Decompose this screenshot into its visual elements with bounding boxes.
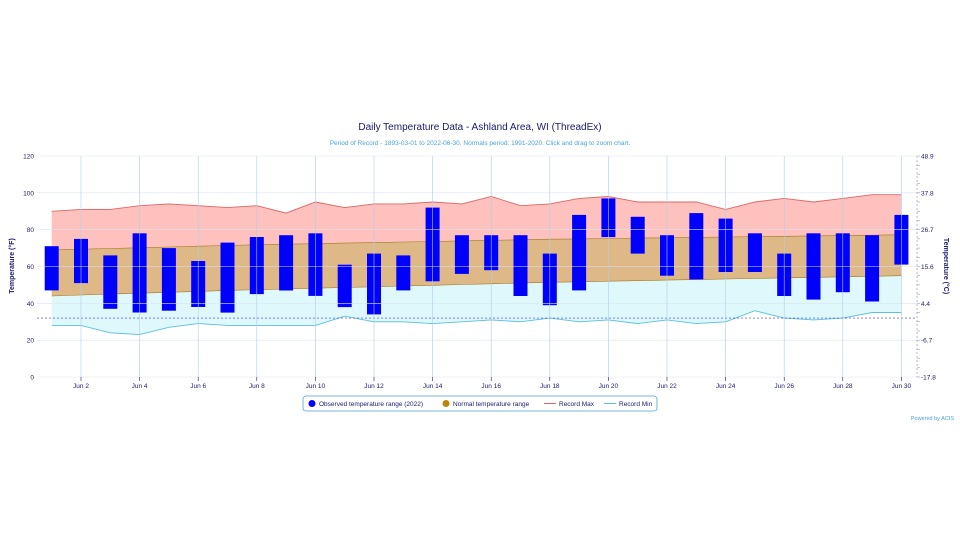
y2-axis-title: Temperature (°C) — [942, 238, 950, 294]
y2-tick-label: 48.9 — [921, 154, 934, 161]
observed-range-bar[interactable] — [220, 242, 235, 313]
x-tick-label: Jun 4 — [132, 383, 148, 390]
observed-range-bar[interactable] — [396, 255, 411, 291]
legend-observed-label: Observed temperature range (2022) — [319, 401, 423, 408]
x-tick-label: Jun 28 — [833, 383, 853, 390]
x-tick-label: Jun 8 — [249, 383, 265, 390]
record-min-band — [51, 275, 902, 335]
y-axis-title: Temperature (°F) — [8, 238, 16, 294]
observed-range-bar[interactable] — [44, 246, 59, 291]
legend-item-observed[interactable]: Observed temperature range (2022) — [308, 400, 424, 408]
legend-item-record-max[interactable]: Record Max — [544, 401, 595, 408]
observed-range-bar[interactable] — [337, 264, 352, 308]
observed-range-bar[interactable] — [161, 248, 176, 311]
x-tick-label: Jun 24 — [716, 383, 736, 390]
x-tick-label: Jun 10 — [306, 383, 326, 390]
normal-range-band — [51, 234, 902, 296]
observed-range-bar[interactable] — [630, 216, 645, 254]
x-tick-label: Jun 22 — [657, 383, 677, 390]
legend-record-min-label: Record Min — [619, 401, 653, 408]
x-tick-label: Jun 16 — [481, 383, 501, 390]
observed-range-bar[interactable] — [689, 213, 704, 280]
y2-tick-label: 26.7 — [921, 227, 934, 234]
observed-range-bar[interactable] — [454, 235, 469, 274]
y2-tick-label: 4.4 — [921, 301, 930, 308]
legend-observed-marker — [308, 400, 316, 407]
credits-link[interactable]: Powered by ACIS — [911, 416, 954, 422]
y-tick-label: 40 — [27, 301, 35, 308]
x-tick-label: Jun 18 — [540, 383, 560, 390]
y-tick-label: 120 — [23, 154, 34, 161]
legend-normal-marker — [442, 400, 450, 407]
observed-range-bar[interactable] — [513, 235, 528, 296]
x-tick-label: Jun 20 — [599, 383, 619, 390]
legend-record-max-label: Record Max — [559, 401, 595, 408]
y-tick-label: 80 — [27, 227, 35, 234]
y2-tick-label: 37.8 — [921, 190, 934, 197]
observed-range-bar[interactable] — [103, 255, 118, 309]
record-max-line — [51, 194, 902, 214]
legend-item-normal[interactable]: Normal temperature range — [442, 400, 530, 408]
legend-box — [302, 395, 658, 412]
chart-title: Daily Temperature Data - Ashland Area, W… — [358, 122, 601, 133]
y2-tick-label: -17.8 — [921, 375, 936, 382]
observed-range-bar[interactable] — [279, 235, 294, 291]
y-tick-label: 60 — [27, 264, 35, 271]
x-tick-label: Jun 12 — [364, 383, 384, 390]
plot-area[interactable] — [37, 194, 917, 336]
x-tick-label: Jun 14 — [423, 383, 443, 390]
x-tick-label: Jun 6 — [190, 383, 206, 390]
legend-item-record-min[interactable]: Record Min — [604, 401, 653, 408]
legend-normal-label: Normal temperature range — [453, 401, 530, 408]
observed-range-bar[interactable] — [747, 233, 762, 272]
legend[interactable]: Observed temperature range (2022) Normal… — [302, 395, 658, 412]
record-max-band — [51, 194, 902, 250]
x-tick-label: Jun 2 — [73, 383, 89, 390]
chart-subtitle: Period of Record - 1893-03-01 to 2022-06… — [330, 140, 631, 147]
y-tick-label: 20 — [27, 338, 35, 345]
y2-tick-label: 15.6 — [921, 264, 934, 271]
record-min-line — [51, 310, 902, 336]
x-tick-label: Jun 26 — [774, 383, 794, 390]
observed-range-bar[interactable] — [572, 214, 587, 291]
observed-range-bar[interactable] — [865, 235, 880, 302]
x-tick-label: Jun 30 — [892, 383, 912, 390]
y-tick-label: 0 — [30, 375, 34, 382]
y2-tick-label: -6.7 — [921, 338, 933, 345]
y-tick-label: 100 — [23, 190, 34, 197]
axes: 0 -17.8 20 -6.7 40 4.4 60 15.6 80 26.7 100 37.8 120 4… — [23, 154, 936, 391]
